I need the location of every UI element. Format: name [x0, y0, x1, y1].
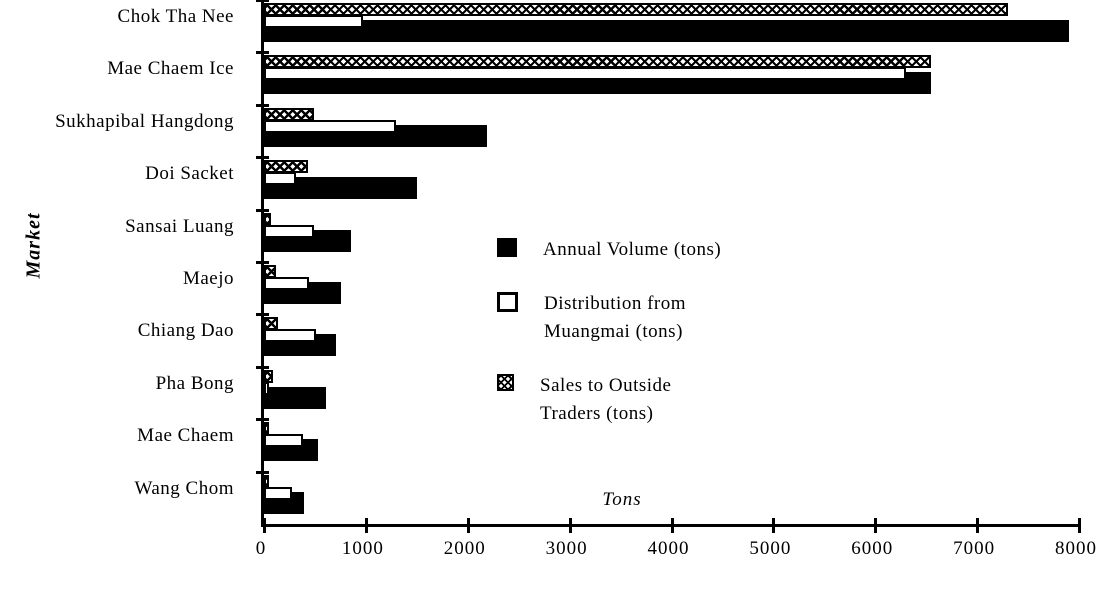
- bar-group: [264, 52, 1079, 104]
- x-axis-tick: [772, 518, 776, 533]
- category-label: Chiang Dao: [137, 320, 234, 342]
- legend: Annual Volume (tons) Distribution from M…: [497, 236, 721, 454]
- legend-swatch-crosshatch: [497, 374, 514, 391]
- bar-sales-to-outside-traders: [264, 265, 277, 278]
- category-label: Maejo: [182, 268, 234, 289]
- y-axis-tick: [256, 261, 269, 264]
- category-label: Sansai Luang: [125, 215, 234, 237]
- legend-label: Distribution from Muangmai (tons): [544, 293, 687, 342]
- legend-swatch-white-outline: [497, 292, 518, 312]
- bar-group: [264, 314, 1079, 366]
- bar-group: [264, 157, 1079, 209]
- x-axis-tick-label: 6000: [851, 538, 894, 559]
- x-axis-tick: [568, 518, 572, 533]
- y-axis-tick: [256, 313, 269, 317]
- y-axis-tick: [256, 208, 269, 212]
- x-axis-tick: [976, 518, 980, 533]
- category-label: Doi Sacket: [145, 163, 234, 185]
- bar-annual-volume: [264, 20, 1069, 42]
- bar-group: [264, 105, 1079, 157]
- y-axis-tick: [256, 103, 269, 107]
- bar-sales-to-outside-traders: [264, 317, 279, 331]
- bar-distribution-from-muangmai: [264, 434, 303, 448]
- bar-group: [264, 0, 1079, 52]
- bar-sales-to-outside-traders: [264, 369, 274, 383]
- y-axis-tick: [256, 470, 269, 474]
- x-axis-tick-label: 4000: [647, 538, 690, 559]
- bar-annual-volume: [264, 386, 327, 409]
- bar-distribution-from-muangmai: [264, 119, 397, 133]
- category-axis-labels: Chok Tha Nee Mae Chaem Ice Sukhapibal Hang…: [0, 0, 246, 524]
- bar-distribution-from-muangmai: [264, 224, 314, 238]
- category-label: Wang Chom: [134, 477, 234, 499]
- legend-entry-outside-sales: Sales to Outside Traders (tons): [497, 372, 721, 428]
- x-axis-tick: [263, 518, 266, 533]
- bar-sales-to-outside-traders: [264, 107, 314, 121]
- y-axis-tick: [256, 418, 269, 422]
- bar-distribution-from-muangmai: [264, 329, 316, 343]
- bar-sales-to-outside-traders: [264, 3, 1008, 16]
- bar-distribution-from-muangmai: [264, 67, 906, 81]
- legend-entry-annual-volume: Annual Volume (tons): [497, 236, 721, 264]
- legend-label: Sales to Outside Traders (tons): [540, 375, 672, 424]
- bar-sales-to-outside-traders: [264, 212, 272, 226]
- legend-swatch-solid-black: [497, 238, 517, 257]
- bar-group: [264, 367, 1079, 419]
- legend-label: Annual Volume (tons): [543, 239, 722, 260]
- bar-group: [264, 419, 1079, 471]
- x-axis-tick-label: 2000: [443, 538, 486, 559]
- y-axis-tick: [256, 365, 269, 369]
- y-axis-tick: [256, 0, 269, 2]
- bar-sales-to-outside-traders: [264, 422, 270, 436]
- x-axis-tick-label: 1000: [341, 538, 384, 559]
- x-axis-tick-label: 3000: [545, 538, 588, 559]
- bar-group: [264, 210, 1079, 262]
- x-axis-tick: [670, 518, 674, 533]
- x-axis-tick-label: 7000: [953, 538, 996, 559]
- bar-distribution-from-muangmai: [264, 277, 309, 290]
- bar-annual-volume: [264, 177, 417, 200]
- x-axis-tick-label: 5000: [749, 538, 792, 559]
- bar-distribution-from-muangmai: [264, 486, 292, 500]
- bar-group: [264, 472, 1079, 524]
- x-axis-tick: [1078, 518, 1081, 533]
- plot-area: [256, 0, 1081, 533]
- bar-distribution-from-muangmai: [264, 15, 363, 28]
- bar-distribution-from-muangmai: [264, 381, 270, 395]
- legend-entry-distribution: Distribution from Muangmai (tons): [497, 290, 721, 346]
- bar-sales-to-outside-traders: [264, 474, 270, 488]
- x-axis-tick: [874, 518, 878, 533]
- y-axis-tick: [256, 51, 269, 55]
- y-axis-tick: [256, 156, 269, 160]
- category-label: Mae Chaem Ice: [107, 58, 234, 80]
- bar-sales-to-outside-traders: [264, 160, 308, 174]
- category-label: Pha Bong: [155, 372, 234, 394]
- x-axis-tick: [466, 518, 470, 533]
- category-label: Sukhapibal Hangdong: [55, 110, 234, 132]
- x-axis-tick-label: 0: [255, 538, 267, 559]
- category-label: Chok Tha Nee: [117, 6, 234, 27]
- bar-distribution-from-muangmai: [264, 172, 296, 186]
- x-axis-tick-label: 8000: [1055, 538, 1097, 559]
- x-axis-title: Tons: [602, 489, 642, 510]
- category-label: Mae Chaem: [137, 425, 234, 447]
- bar-sales-to-outside-traders: [264, 55, 932, 69]
- x-axis-tick: [364, 518, 368, 533]
- bar-group: [264, 262, 1079, 314]
